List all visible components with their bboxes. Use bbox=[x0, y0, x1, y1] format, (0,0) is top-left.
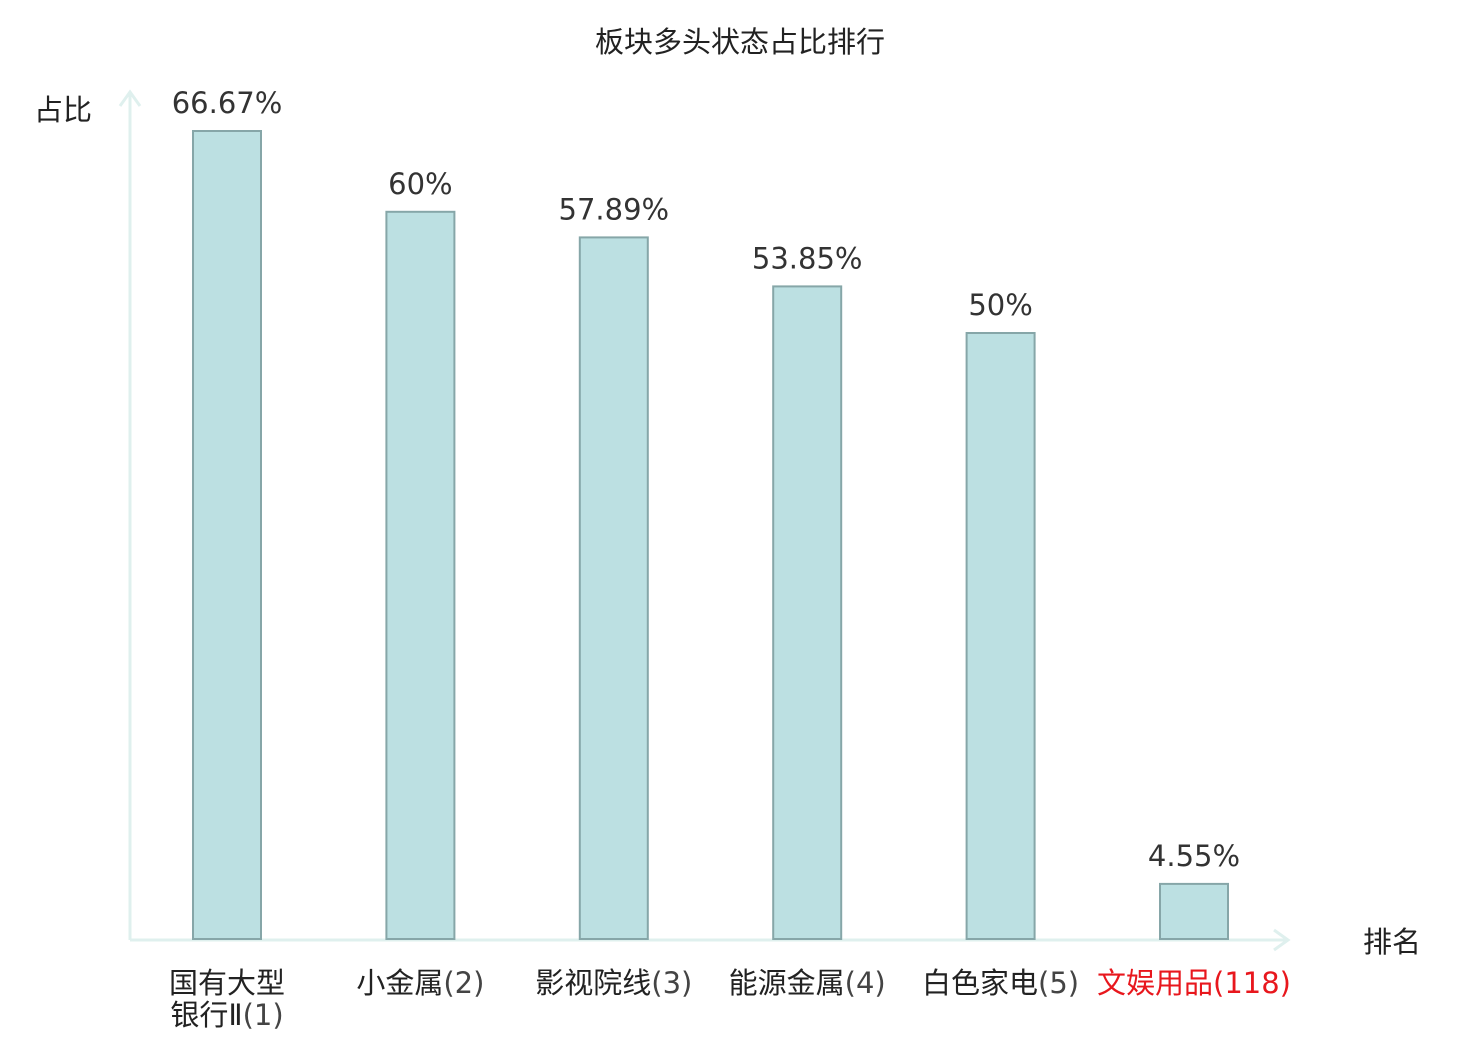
x-tick-label-3: 影视院线(3) bbox=[535, 966, 692, 1000]
bar-2 bbox=[385, 210, 456, 941]
bar-1 bbox=[192, 130, 262, 940]
x-axis-arrow-icon bbox=[1273, 928, 1291, 952]
y-axis-arrow-icon bbox=[118, 89, 142, 107]
chart-title: 板块多头状态占比排行 bbox=[595, 25, 885, 59]
data-label-2: 60% bbox=[388, 167, 452, 201]
bar-4 bbox=[772, 285, 843, 940]
data-label-1: 66.67% bbox=[172, 86, 283, 120]
x-tick-label-5: 白色家电(5) bbox=[922, 966, 1079, 1000]
x-tick-labels-group: 国有大型银行Ⅱ(1) 小金属(2) 影视院线(3) 能源金属(4) 白色家电(5) 文娱用… bbox=[169, 966, 1291, 1032]
data-label-4: 53.85% bbox=[752, 241, 863, 275]
x-tick-label-6: 文娱用品(118) bbox=[1097, 966, 1291, 1000]
x-axis-label: 排名 bbox=[1363, 925, 1421, 959]
data-labels-group: 66.67% 60% 57.89% 53.85% 50% 4.55% bbox=[172, 86, 1240, 873]
data-label-5: 50% bbox=[968, 288, 1032, 322]
bar-5 bbox=[965, 332, 1036, 940]
data-label-3: 57.89% bbox=[559, 192, 670, 226]
y-axis-label: 占比 bbox=[34, 93, 92, 127]
x-tick-label-4: 能源金属(4) bbox=[729, 966, 886, 1000]
x-tick-label-2: 小金属(2) bbox=[356, 966, 484, 1000]
bar-6 bbox=[1159, 882, 1229, 941]
y-axis: 占比 bbox=[34, 89, 142, 940]
bar-3 bbox=[578, 236, 649, 940]
x-axis: 排名 bbox=[130, 925, 1421, 959]
x-tick-label-1: 国有大型银行Ⅱ(1) bbox=[169, 966, 285, 1032]
bars-group bbox=[192, 130, 1229, 941]
data-label-6: 4.55% bbox=[1148, 839, 1240, 873]
